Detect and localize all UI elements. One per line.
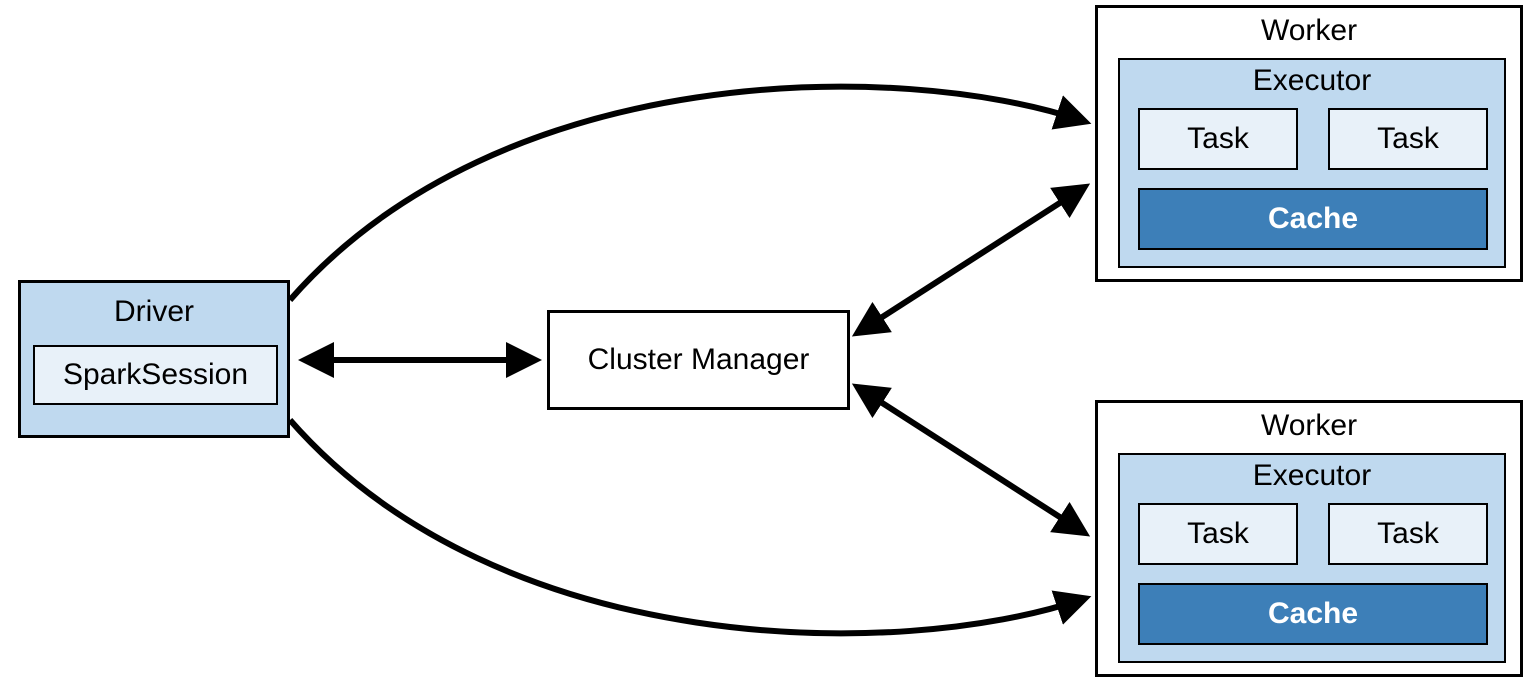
worker1-executor-label: Executor — [1120, 60, 1504, 98]
driver-box: Driver SparkSession — [18, 280, 290, 438]
worker1-task2-box: Task — [1328, 108, 1488, 170]
edge-cluster-worker2 — [862, 390, 1080, 530]
worker2-task2-label: Task — [1377, 517, 1439, 551]
worker2-executor-label: Executor — [1120, 455, 1504, 493]
worker1-task2-label: Task — [1377, 122, 1439, 156]
spark-session-box: SparkSession — [33, 345, 278, 405]
spark-session-label: SparkSession — [63, 358, 248, 392]
worker2-task1-box: Task — [1138, 503, 1298, 565]
worker1-executor-box: Executor Task Task Cache — [1118, 58, 1506, 268]
worker1-cache-label: Cache — [1268, 202, 1358, 236]
edge-cluster-worker1 — [862, 190, 1080, 330]
worker2-cache-label: Cache — [1268, 597, 1358, 631]
worker1-cache-box: Cache — [1138, 188, 1488, 250]
driver-label: Driver — [21, 283, 287, 329]
worker2-box: Worker Executor Task Task Cache — [1095, 400, 1523, 677]
cluster-manager-label: Cluster Manager — [588, 343, 810, 377]
worker1-label: Worker — [1098, 8, 1520, 48]
worker2-task2-box: Task — [1328, 503, 1488, 565]
worker1-task1-box: Task — [1138, 108, 1298, 170]
edge-driver-worker2 — [290, 420, 1080, 633]
diagram-container: Driver SparkSession Cluster Manager Work… — [0, 0, 1535, 693]
worker1-box: Worker Executor Task Task Cache — [1095, 5, 1523, 282]
worker1-task1-label: Task — [1187, 122, 1249, 156]
edge-driver-worker1 — [290, 87, 1080, 300]
cluster-manager-box: Cluster Manager — [547, 310, 850, 410]
worker2-task1-label: Task — [1187, 517, 1249, 551]
worker2-label: Worker — [1098, 403, 1520, 443]
worker2-executor-box: Executor Task Task Cache — [1118, 453, 1506, 663]
worker2-cache-box: Cache — [1138, 583, 1488, 645]
